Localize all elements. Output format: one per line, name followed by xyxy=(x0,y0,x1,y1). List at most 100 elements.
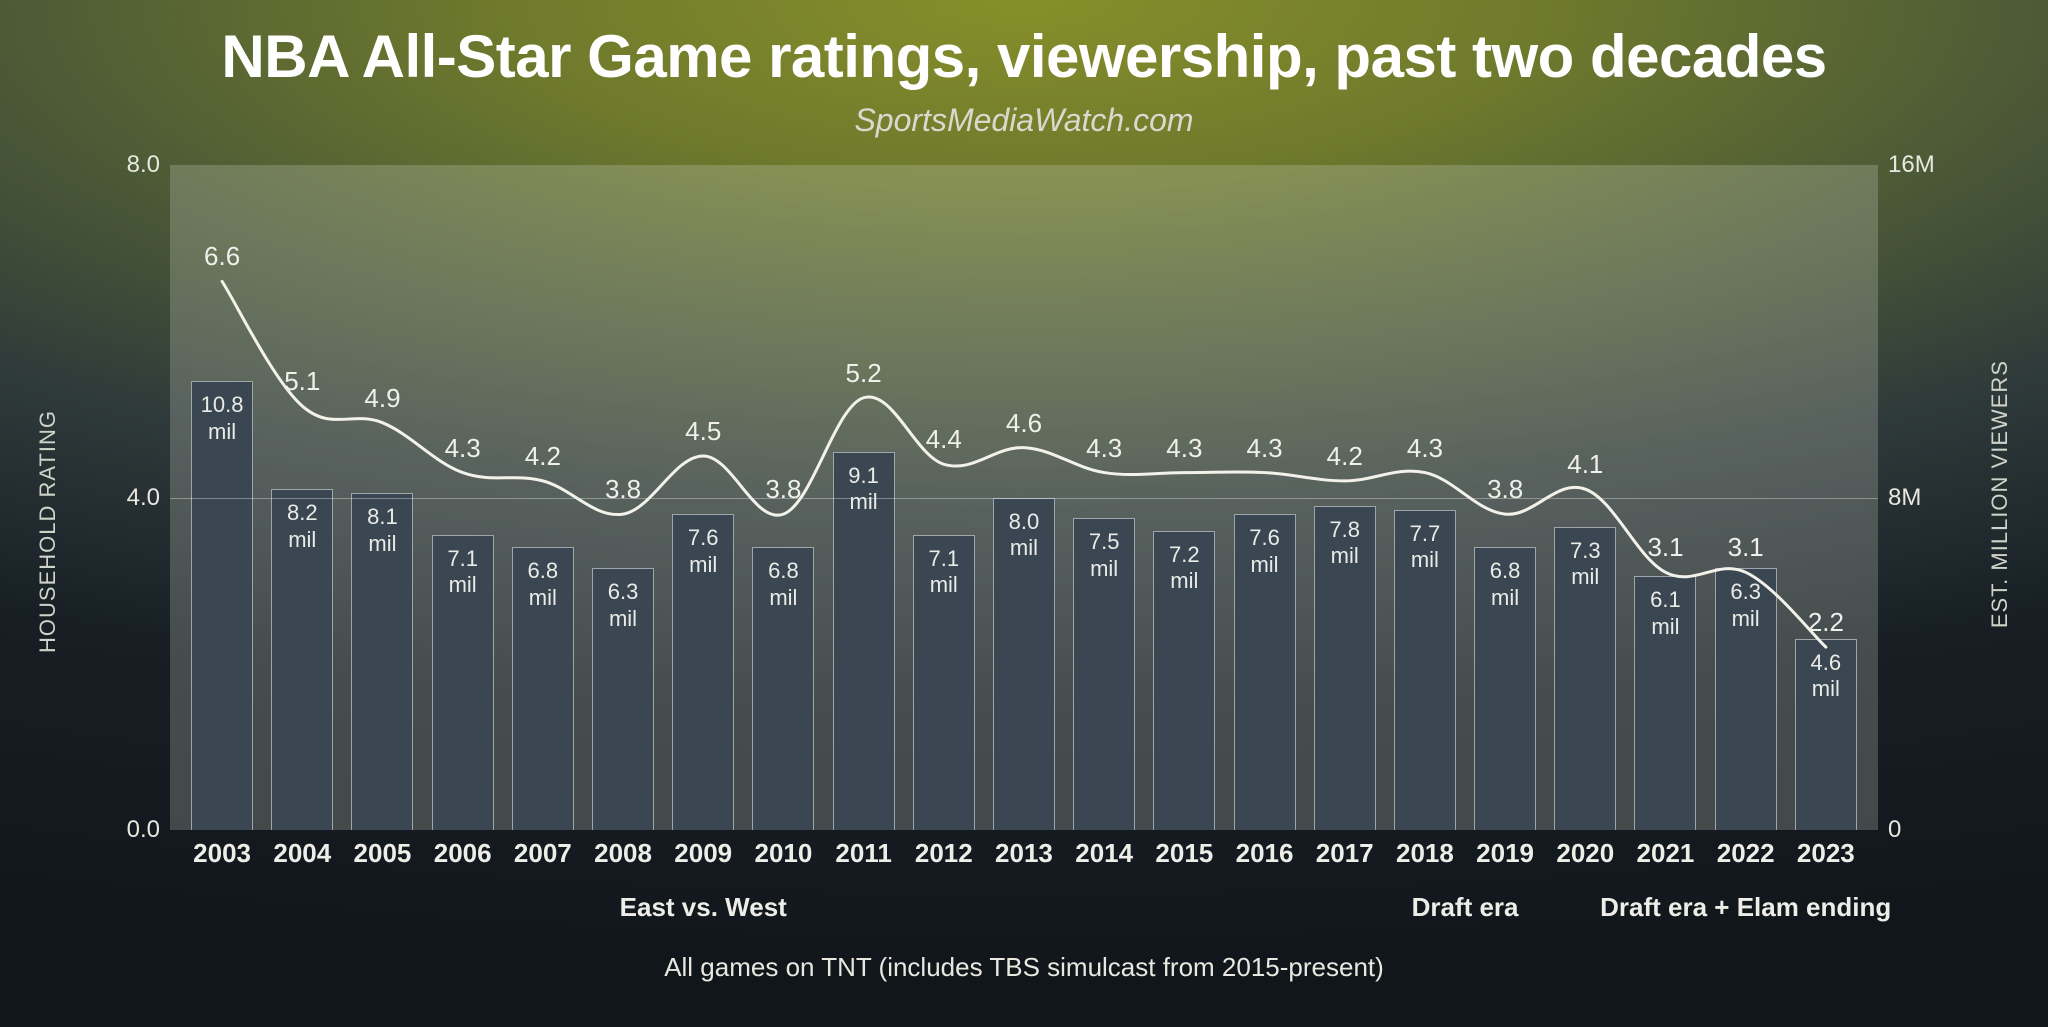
bar-unit: mil xyxy=(368,531,396,557)
bar-2017: 7.8mil xyxy=(1314,506,1376,830)
y-right-tick: 16M xyxy=(1888,151,1958,179)
rating-label-2014: 4.3 xyxy=(1086,433,1122,464)
bar-value: 6.8 xyxy=(528,558,559,584)
bar-2003: 10.8mil xyxy=(191,381,253,830)
rating-label-2005: 4.9 xyxy=(364,383,400,414)
bar-unit: mil xyxy=(769,585,797,611)
rating-label-2020: 4.1 xyxy=(1567,449,1603,480)
bar-unit: mil xyxy=(689,552,717,578)
bar-2016: 7.6mil xyxy=(1234,514,1296,830)
bar-unit: mil xyxy=(1732,606,1760,632)
bar-2010: 6.8mil xyxy=(752,547,814,830)
y-axis-left-label: HOUSEHOLD RATING xyxy=(35,410,61,653)
rating-label-2011: 5.2 xyxy=(846,358,882,389)
x-label-2014: 2014 xyxy=(1073,838,1135,869)
rating-label-2012: 4.4 xyxy=(926,424,962,455)
plot-area: 10.8mil8.2mil8.1mil7.1mil6.8mil6.3mil7.6… xyxy=(170,165,1878,830)
bar-unit: mil xyxy=(1571,564,1599,590)
bar-value: 9.1 xyxy=(848,463,879,489)
chart-footnote: All games on TNT (includes TBS simulcast… xyxy=(0,952,2048,983)
rating-label-2019: 3.8 xyxy=(1487,474,1523,505)
rating-label-2023: 2.2 xyxy=(1808,607,1844,638)
rating-label-2004: 5.1 xyxy=(284,366,320,397)
x-label-2023: 2023 xyxy=(1795,838,1857,869)
bar-value: 8.2 xyxy=(287,500,318,526)
x-label-2005: 2005 xyxy=(351,838,413,869)
rating-label-2003: 6.6 xyxy=(204,241,240,272)
y-left-tick: 4.0 xyxy=(100,484,160,512)
x-label-2020: 2020 xyxy=(1554,838,1616,869)
bar-unit: mil xyxy=(1812,676,1840,702)
bar-2007: 6.8mil xyxy=(512,547,574,830)
x-label-2012: 2012 xyxy=(913,838,975,869)
bar-value: 8.1 xyxy=(367,504,398,530)
bar-unit: mil xyxy=(1491,585,1519,611)
x-label-2013: 2013 xyxy=(993,838,1055,869)
bar-value: 7.1 xyxy=(928,546,959,572)
bar-unit: mil xyxy=(609,606,637,632)
rating-label-2007: 4.2 xyxy=(525,441,561,472)
x-label-2018: 2018 xyxy=(1394,838,1456,869)
bar-value: 7.1 xyxy=(447,546,478,572)
bar-unit: mil xyxy=(850,489,878,515)
bar-2021: 6.1mil xyxy=(1634,576,1696,830)
y-left-tick: 0.0 xyxy=(100,816,160,844)
bar-unit: mil xyxy=(288,527,316,553)
bar-value: 10.8 xyxy=(201,392,244,418)
bar-unit: mil xyxy=(1010,535,1038,561)
bar-value: 7.2 xyxy=(1169,542,1200,568)
x-label-2004: 2004 xyxy=(271,838,333,869)
bar-unit: mil xyxy=(930,572,958,598)
y-right-tick: 0 xyxy=(1888,816,1958,844)
bar-2019: 6.8mil xyxy=(1474,547,1536,830)
bar-2022: 6.3mil xyxy=(1715,568,1777,830)
x-label-2016: 2016 xyxy=(1234,838,1296,869)
x-label-2021: 2021 xyxy=(1634,838,1696,869)
bar-2012: 7.1mil xyxy=(913,535,975,830)
bar-2023: 4.6mil xyxy=(1795,639,1857,830)
gridline xyxy=(170,498,1878,499)
era-label: East vs. West xyxy=(620,892,787,923)
bar-2008: 6.3mil xyxy=(592,568,654,830)
x-label-2017: 2017 xyxy=(1314,838,1376,869)
bar-value: 7.8 xyxy=(1329,517,1360,543)
bar-2013: 8.0mil xyxy=(993,498,1055,831)
bar-value: 7.5 xyxy=(1089,529,1120,555)
rating-label-2008: 3.8 xyxy=(605,474,641,505)
bar-value: 6.3 xyxy=(1730,579,1761,605)
bar-value: 8.0 xyxy=(1009,509,1040,535)
chart-title: NBA All-Star Game ratings, viewership, p… xyxy=(0,22,2048,91)
bar-2005: 8.1mil xyxy=(351,493,413,830)
chart-subtitle: SportsMediaWatch.com xyxy=(0,102,2048,139)
bar-unit: mil xyxy=(1170,568,1198,594)
chart-frame: NBA All-Star Game ratings, viewership, p… xyxy=(0,0,2048,1027)
bar-value: 6.8 xyxy=(1490,558,1521,584)
rating-label-2006: 4.3 xyxy=(445,433,481,464)
bar-2006: 7.1mil xyxy=(432,535,494,830)
x-label-2022: 2022 xyxy=(1715,838,1777,869)
rating-label-2021: 3.1 xyxy=(1647,532,1683,563)
bar-unit: mil xyxy=(1411,547,1439,573)
bar-unit: mil xyxy=(1651,614,1679,640)
bar-value: 6.1 xyxy=(1650,587,1681,613)
rating-label-2013: 4.6 xyxy=(1006,408,1042,439)
bar-unit: mil xyxy=(1331,543,1359,569)
bar-value: 4.6 xyxy=(1811,650,1842,676)
bar-2014: 7.5mil xyxy=(1073,518,1135,830)
x-axis-labels: 2003200420052006200720082009201020112012… xyxy=(170,838,1878,869)
bar-2004: 8.2mil xyxy=(271,489,333,830)
era-label: Draft era + Elam ending xyxy=(1600,892,1891,923)
bar-2018: 7.7mil xyxy=(1394,510,1456,830)
rating-label-2009: 4.5 xyxy=(685,416,721,447)
y-left-tick: 8.0 xyxy=(100,151,160,179)
rating-label-2017: 4.2 xyxy=(1327,441,1363,472)
bar-2009: 7.6mil xyxy=(672,514,734,830)
bar-unit: mil xyxy=(208,419,236,445)
x-label-2015: 2015 xyxy=(1153,838,1215,869)
x-label-2003: 2003 xyxy=(191,838,253,869)
bar-2020: 7.3mil xyxy=(1554,527,1616,830)
y-right-tick: 8M xyxy=(1888,484,1958,512)
bar-value: 7.6 xyxy=(1249,525,1280,551)
x-label-2009: 2009 xyxy=(672,838,734,869)
bar-unit: mil xyxy=(1090,556,1118,582)
